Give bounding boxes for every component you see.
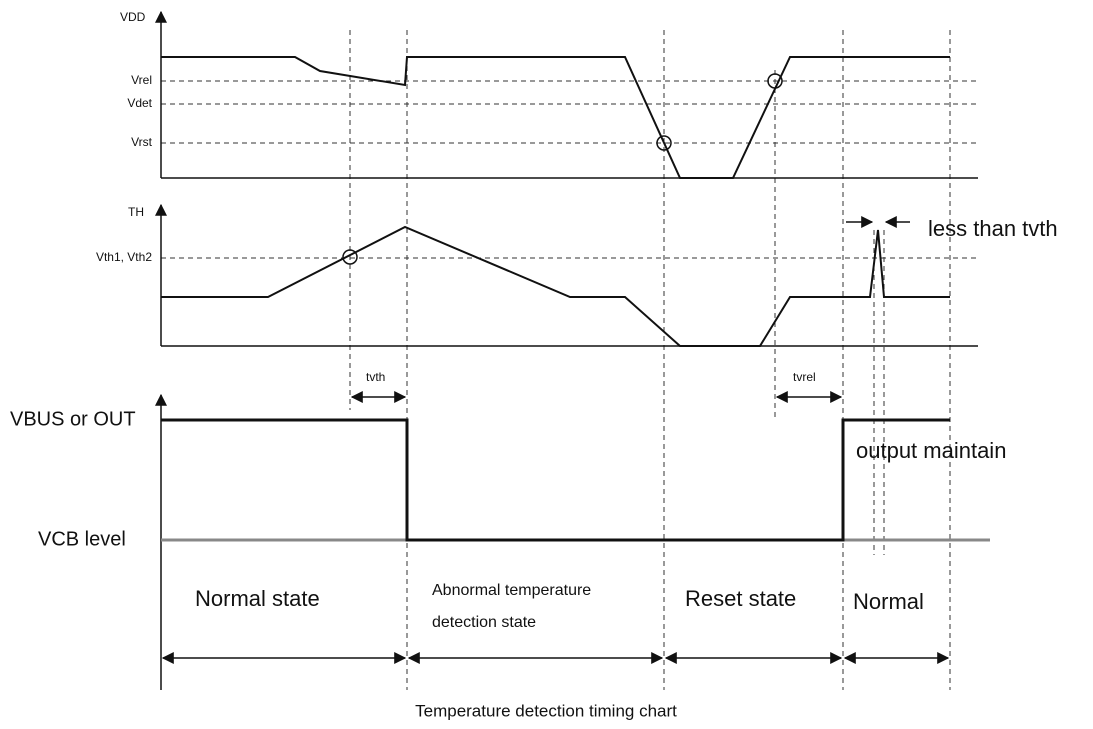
out-wave [161,418,950,542]
annotation: output maintain [856,438,1006,463]
marker [656,135,672,151]
label: tvth [366,370,385,384]
annotation: less than tvth [928,216,1058,241]
label: VCB level [38,528,126,550]
state: Normal state [195,586,320,611]
label: Vrel [131,73,152,87]
caption: Temperature detection timing chart [415,701,677,720]
grid-dashes [161,30,978,690]
th-wave [161,225,950,347]
label: Vth1, Vth2 [96,250,152,264]
state: Reset state [685,586,796,611]
label: tvrel [793,370,816,384]
state: detection state [432,614,536,631]
label: VDD [120,10,146,24]
label: Vrst [131,135,153,149]
marker [767,73,783,89]
label: Vdet [127,96,152,110]
label: VBUS or OUT [10,408,136,430]
arrows [161,216,950,664]
label: TH [128,205,144,219]
state: Abnormal temperature [432,582,591,599]
marker [342,249,358,265]
vdd-wave [161,56,950,179]
state: Normal [853,589,924,614]
